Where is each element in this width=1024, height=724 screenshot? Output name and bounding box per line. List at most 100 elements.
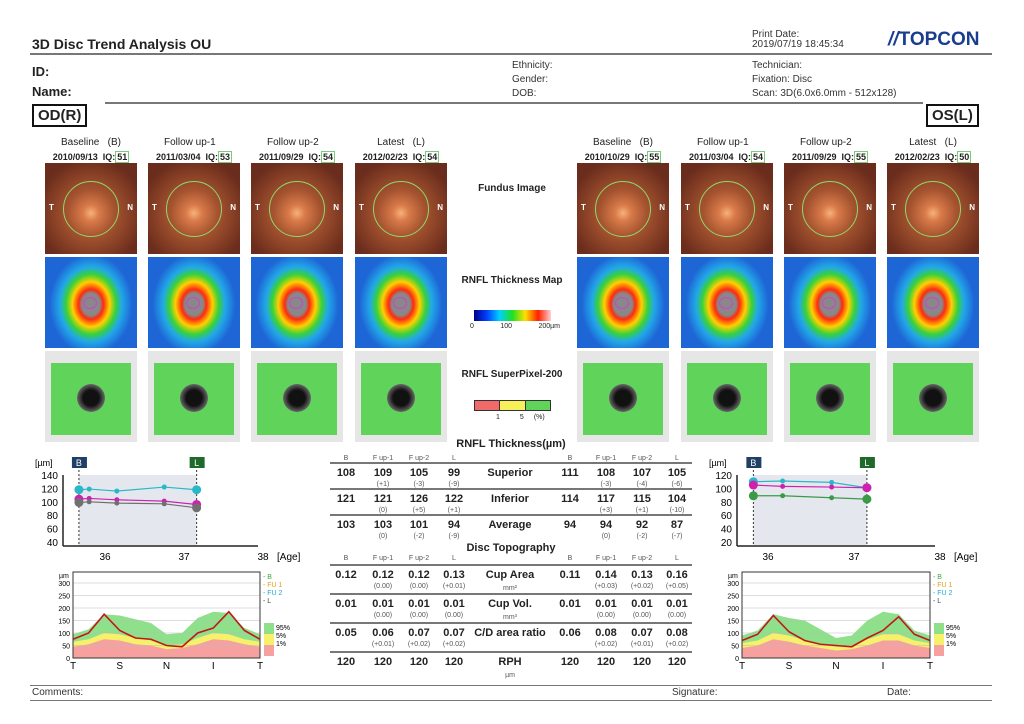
col-head: F up-2: [631, 555, 653, 562]
superpixel-map[interactable]: [577, 351, 669, 442]
od-value: 120: [444, 656, 464, 668]
print-date-label: Print Date:: [752, 29, 800, 40]
superpixel-map[interactable]: [887, 351, 979, 442]
od-value: 122: [444, 493, 464, 505]
iq-value: 50: [957, 151, 972, 163]
col-head: L: [452, 455, 456, 462]
od-value: 0.01: [372, 598, 394, 610]
footer-divider-top: [30, 685, 992, 686]
data-point: [86, 486, 92, 492]
od-delta: (0): [378, 533, 388, 540]
data-point: [829, 484, 835, 490]
os-value: 0.16: [666, 569, 688, 581]
x-tick: 38: [257, 552, 269, 563]
y-axis-label: µm: [59, 573, 69, 580]
od-value: 0.07: [408, 627, 430, 639]
os-delta: (-3): [600, 481, 612, 488]
od-delta: (-9): [448, 481, 460, 488]
optic-disc: [816, 384, 844, 412]
superpixel-map[interactable]: [148, 351, 240, 442]
data-point: [780, 483, 786, 489]
print-date: 2019/07/19 18:45:34: [752, 39, 844, 50]
od-delta: (+0.02): [407, 641, 431, 648]
rnfl-thickness-map[interactable]: [251, 257, 343, 348]
row-label: Superior: [487, 467, 533, 479]
rnfl-thickness-map[interactable]: [681, 257, 773, 348]
superpixel-ticks: 1 5 (%): [496, 414, 566, 422]
tick: 5: [519, 414, 524, 421]
superpixel-map[interactable]: [681, 351, 773, 442]
iq-value: 53: [218, 151, 233, 163]
tick: (%): [533, 414, 545, 421]
od-value: 105: [409, 467, 429, 479]
os-value: 120: [632, 656, 652, 668]
rnfl-thickness-map[interactable]: [355, 257, 447, 348]
rnfl-thickness-map[interactable]: [784, 257, 876, 348]
baseline-badge-text: B: [750, 458, 756, 468]
ethnicity-label: Ethnicity:: [512, 60, 553, 71]
y-tick: 100: [715, 484, 732, 495]
y-tick: 60: [721, 511, 733, 522]
os-delta: (-6): [671, 481, 683, 488]
x-tick: 36: [99, 552, 111, 563]
exam-date: 2012/02/23: [362, 152, 408, 162]
norm-legend-label: 5%: [946, 633, 956, 640]
col-head: L: [675, 555, 679, 562]
rnfl-thickness-map[interactable]: [887, 257, 979, 348]
y-tick: 150: [58, 619, 70, 626]
superpixel-map[interactable]: [251, 351, 343, 442]
table-row: 0.01 0.01 0.01 (0.00) 0.01 (0.00) 0.01 (0.00) 0.…: [330, 593, 692, 622]
data-point: [161, 484, 167, 490]
superpixel-map[interactable]: [784, 351, 876, 442]
os-delta: (-10): [669, 507, 685, 514]
scan-circle: [802, 181, 858, 237]
col-head: B: [343, 555, 349, 562]
y-tick: 80: [47, 511, 59, 522]
exam-date: 2011/03/04: [688, 152, 734, 162]
latest-badge: [189, 457, 205, 468]
nasal-label: N: [969, 203, 975, 212]
eye-divider: [105, 102, 923, 104]
disc-outline: [719, 297, 733, 309]
optic-disc: [283, 384, 311, 412]
os-delta: (+0.02): [594, 641, 618, 648]
os-value: 0.01: [595, 598, 617, 610]
od-value: 94: [447, 519, 461, 531]
exam-header: Follow up-1: [677, 137, 777, 149]
scan-circle: [905, 181, 961, 237]
fundus-image-label: Fundus Image: [478, 183, 546, 194]
superpixel-map[interactable]: [45, 351, 137, 442]
iq-label: IQ:: [412, 152, 426, 162]
optic-disc: [77, 384, 105, 412]
y-tick: 100: [58, 631, 70, 638]
table-row: 108 111 109 (+1) 108 (-3) 105 (-3) 107 (-4) 99 (-9)…: [330, 462, 692, 488]
norm-legend-swatch: [264, 623, 274, 634]
od-delta: (-3): [413, 481, 425, 488]
x-tick: 37: [178, 552, 190, 563]
rnfl-thickness-map[interactable]: [577, 257, 669, 348]
superpixel-map[interactable]: [355, 351, 447, 442]
exam-name: Follow up-1: [163, 137, 216, 148]
os-delta: (+0.01): [630, 641, 654, 648]
exam-date-iq: 2010/09/13 IQ: 51: [41, 151, 141, 163]
row-label: RPH: [498, 656, 522, 668]
norm-legend-swatch: [264, 645, 274, 656]
data-point: [862, 483, 872, 493]
rnfl-thickness-map[interactable]: [148, 257, 240, 348]
logo-mark-icon: //: [888, 29, 899, 50]
col-head: L: [452, 555, 456, 562]
legend-entry: - FU 1: [933, 582, 953, 589]
table-row: 121 114 121 (0) 117 (+3) 126 (+5) 115 (+1) 122 (+1)…: [330, 488, 692, 514]
fixation-label: Fixation: Disc: [752, 74, 813, 85]
os-value: 0.08: [666, 627, 688, 639]
y-tick: 300: [727, 581, 739, 588]
rnfl-thickness-map[interactable]: [45, 257, 137, 348]
